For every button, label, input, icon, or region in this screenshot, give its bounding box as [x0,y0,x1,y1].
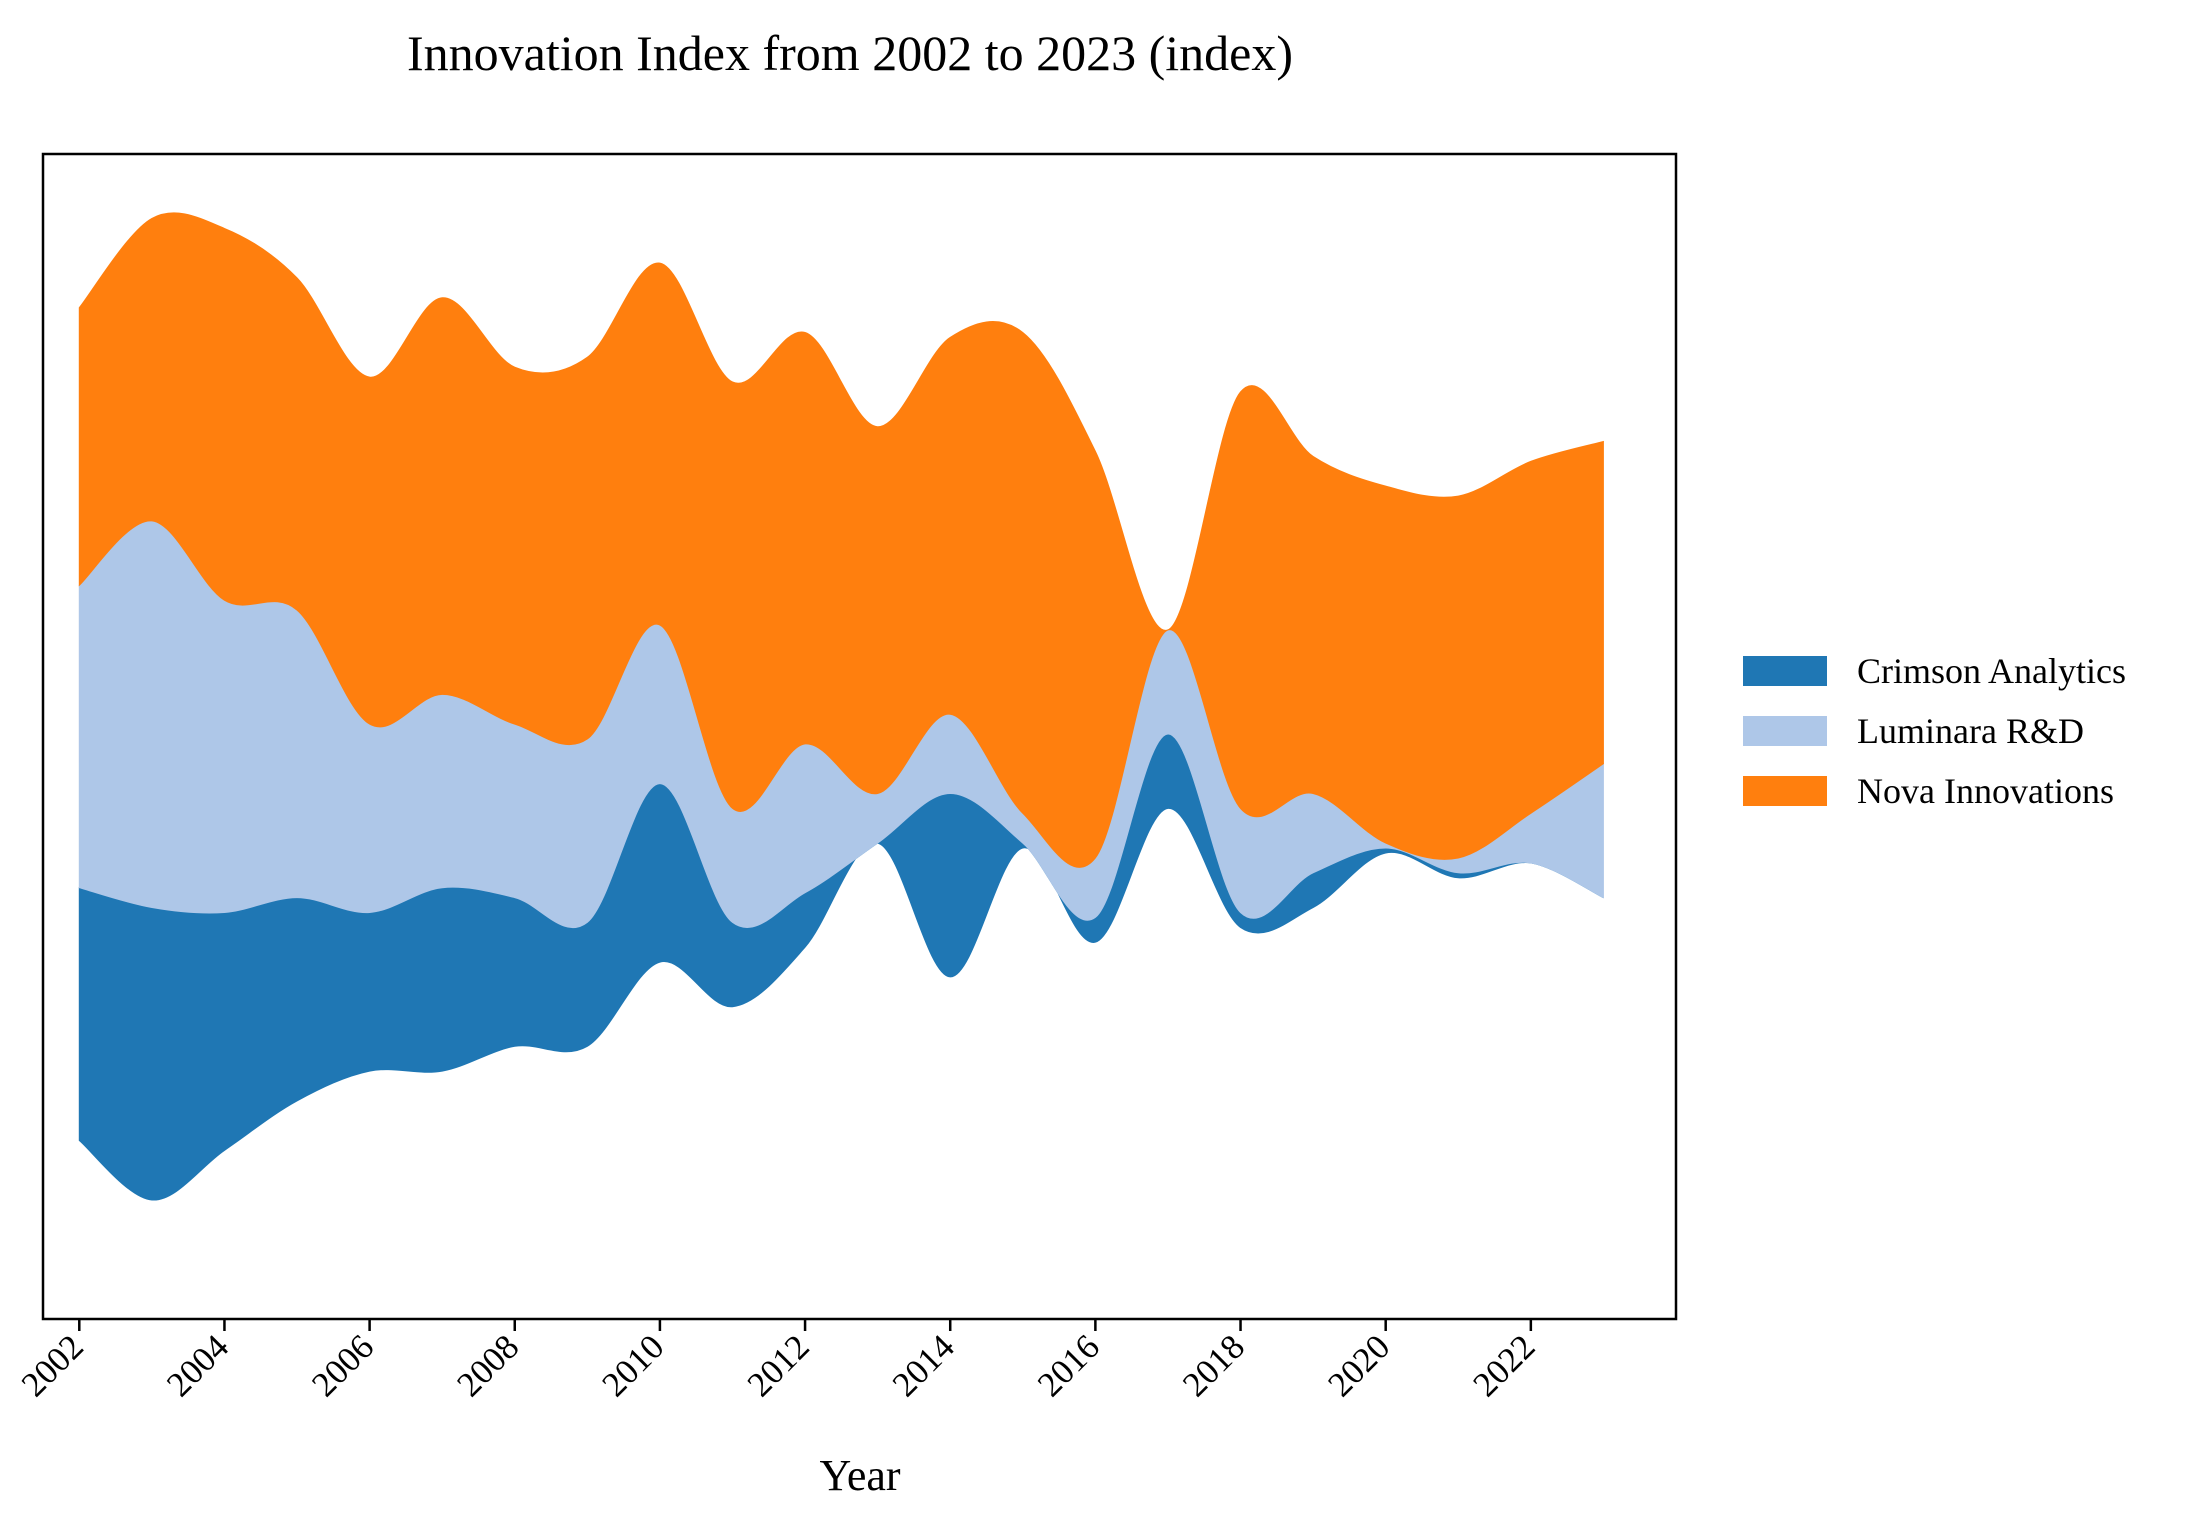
x-axis-label: Year [819,1451,900,1500]
chart-title: Innovation Index from 2002 to 2023 (inde… [407,25,1293,81]
stream-nova-innovations [78,212,1604,868]
legend-swatch [1743,716,1827,746]
legend-swatch [1743,656,1827,686]
x-tick-label: 2018 [1175,1327,1252,1404]
x-tick-label: 2012 [740,1327,817,1404]
x-axis: 2002 2004 2006 2008 2010 2012 2014 2016 2018 2020… [14,1319,1543,1404]
legend-label: Luminara R&D [1857,711,2084,751]
x-tick-label: 2004 [159,1327,236,1404]
x-tick-label: 2008 [449,1327,526,1404]
x-tick-label: 2006 [304,1327,381,1404]
legend: Crimson Analytics Luminara R&D Nova Innova… [1743,651,2126,811]
x-tick-label: 2020 [1320,1327,1397,1404]
legend-swatch [1743,776,1827,806]
x-tick-label: 2014 [885,1327,962,1404]
legend-label: Nova Innovations [1857,771,2114,811]
x-tick-label: 2016 [1030,1327,1107,1404]
plot-frame [41,152,1678,1321]
x-tick-label: 2022 [1465,1327,1542,1404]
stream-layers [78,212,1604,1201]
x-tick-label: 2010 [594,1327,671,1404]
legend-label: Crimson Analytics [1857,651,2126,691]
x-tick-label: 2002 [14,1327,91,1404]
